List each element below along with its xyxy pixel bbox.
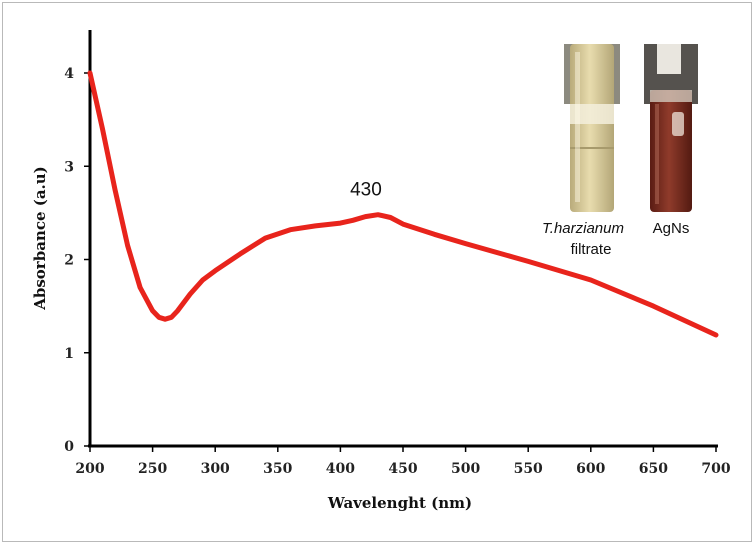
inset-photo-filtrate — [562, 42, 622, 212]
x-tick-label: 600 — [576, 461, 605, 477]
filtrate-caption-line2: filtrate — [571, 241, 612, 258]
absorbance-spectrum-line — [87, 70, 719, 338]
agns-caption: AgNs — [653, 220, 690, 237]
x-tick-label: 200 — [75, 461, 104, 477]
y-axis-title: Absorbance (a.u) — [31, 166, 49, 311]
x-tick-label: 400 — [326, 461, 355, 477]
y-tick-label: 0 — [64, 439, 74, 455]
x-axis-title: Wavelenght (nm) — [327, 494, 472, 512]
x-tick-label: 250 — [138, 461, 167, 477]
x-tick-label: 500 — [451, 461, 480, 477]
inset-photo-agns — [642, 42, 700, 212]
y-tick-label: 4 — [64, 66, 74, 82]
filtrate-caption-line1: T.harzianum — [542, 220, 624, 237]
peak-annotation: 430 — [350, 180, 382, 201]
x-tick-label: 700 — [701, 461, 730, 477]
y-tick-label: 2 — [64, 253, 74, 269]
x-tick-label: 350 — [263, 461, 292, 477]
y-tick-label: 1 — [64, 346, 74, 362]
x-tick-label: 650 — [639, 461, 668, 477]
y-tick-label: 3 — [64, 159, 74, 175]
x-tick-label: 550 — [514, 461, 543, 477]
x-tick-label: 300 — [201, 461, 230, 477]
x-tick-label: 450 — [388, 461, 417, 477]
